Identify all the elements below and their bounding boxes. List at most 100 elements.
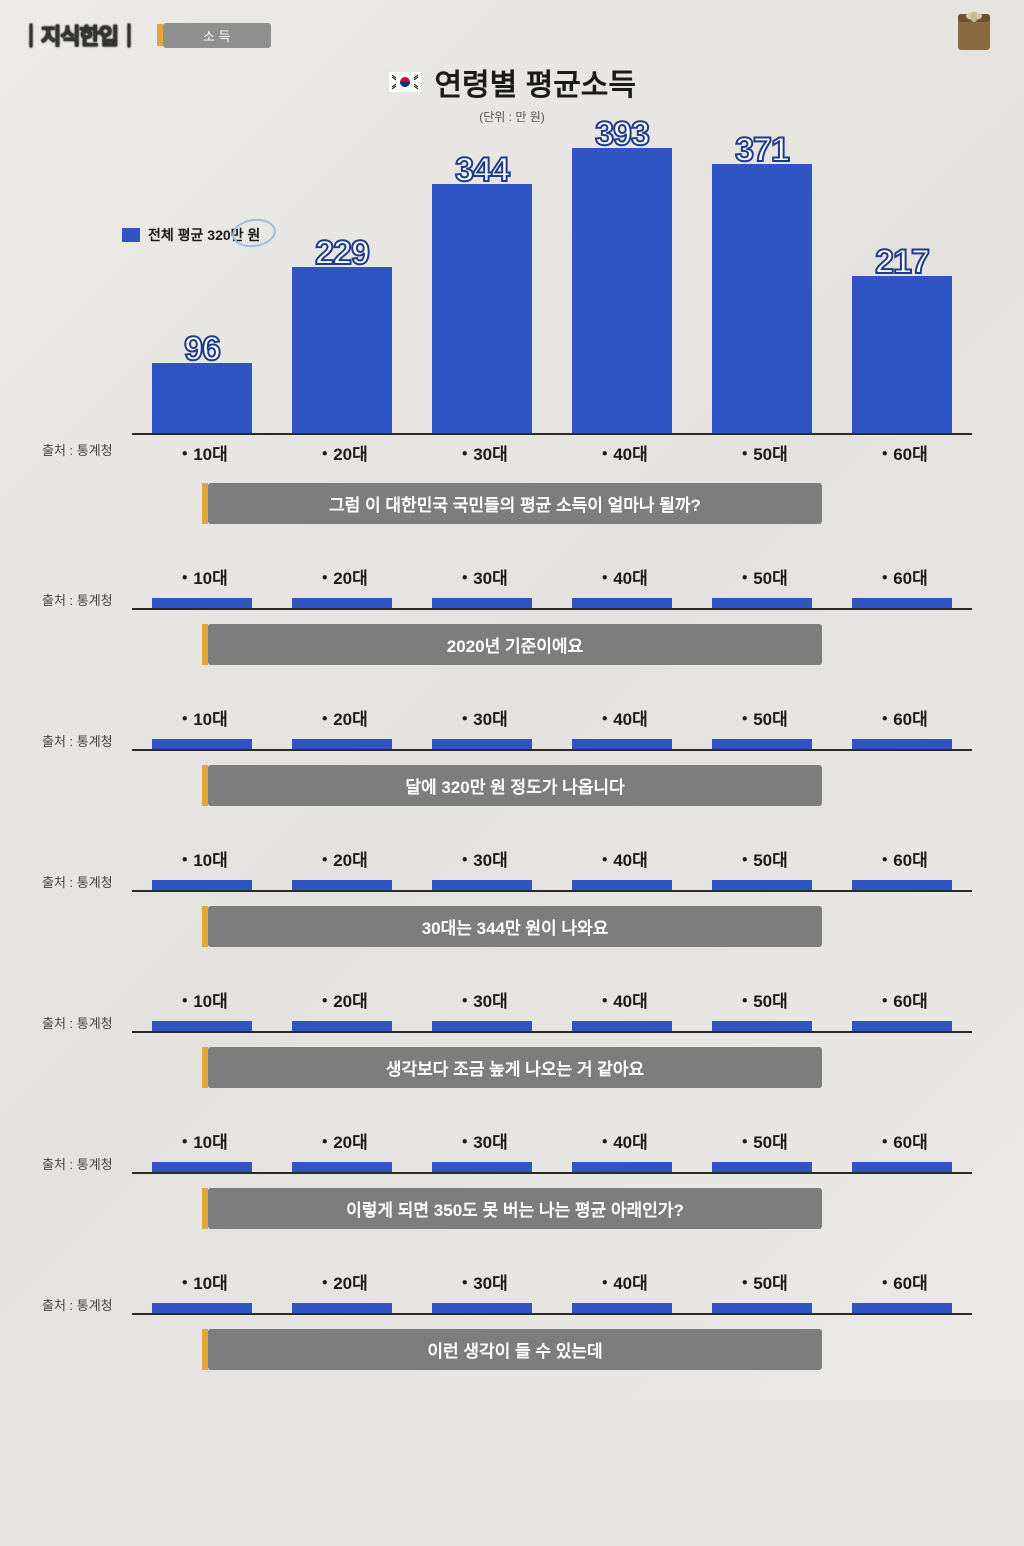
mini-bars [132,842,972,892]
korea-flag-icon [388,71,422,93]
mini-bar [292,1021,392,1031]
mini-bar [432,1021,532,1031]
x-label: ・40대 [572,440,672,465]
bar-group: 344 [432,151,532,433]
mini-bar [432,880,532,890]
mini-bar [152,880,252,890]
mini-bar [712,880,812,890]
mini-bar [292,598,392,608]
mini-bar [852,1021,952,1031]
mini-bar [572,598,672,608]
mini-chart: ・10대・20대・30대・40대・50대・60대 [132,560,972,610]
mini-bar [852,598,952,608]
x-label: ・20대 [292,440,392,465]
bar [292,267,392,433]
mini-bar [572,1162,672,1172]
bar-value-label: 393 [595,115,649,154]
mini-bar [152,739,252,749]
x-label: ・50대 [712,440,812,465]
bar-group: 393 [572,115,672,433]
x-axis: ・10대・20대・30대・40대・50대・60대 [132,440,972,465]
mini-bar [572,880,672,890]
bars-area: 96229344393371217 [132,145,972,435]
mini-bar [292,739,392,749]
page: ｜지식한입｜ 소 득 연령별 평균소득 (단위 : 만 원) [0,0,1024,1400]
bar-value-label: 229 [315,234,369,273]
source-label: 출처 : 통계청 [42,1013,113,1032]
mini-bar [712,598,812,608]
source-label: 출처 : 통계청 [42,731,113,750]
mini-bars [132,1124,972,1174]
bar-group: 229 [292,234,392,433]
caption-bar: 생각보다 조금 높게 나오는 거 같아요 [202,1047,822,1088]
mini-bars [132,701,972,751]
caption-text: 달에 320만 원 정도가 나옵니다 [208,765,822,806]
x-label: ・30대 [432,440,532,465]
category-tag: 소 득 [157,23,271,48]
caption-bar: 이렇게 되면 350도 못 버는 나는 평균 아래인가? [202,1188,822,1229]
tag-label: 소 득 [163,23,271,48]
bar [852,276,952,433]
chart-subtitle: (단위 : 만 원) [0,108,1024,125]
source-label: 출처 : 통계청 [42,1154,113,1173]
header-row: ｜지식한입｜ 소 득 [0,0,1024,56]
mini-bar [852,1162,952,1172]
mini-bars [132,1265,972,1315]
caption-text: 이런 생각이 들 수 있는데 [208,1329,822,1370]
bar-value-label: 371 [735,131,789,170]
mini-bar [572,739,672,749]
source-label: 출처 : 통계청 [42,872,113,891]
mini-bar [152,1162,252,1172]
mini-bars [132,560,972,610]
mini-panel: 출처 : 통계청・10대・20대・30대・40대・50대・60대30대는 344… [52,842,972,947]
bar [432,184,532,433]
caption-text: 생각보다 조금 높게 나오는 거 같아요 [208,1047,822,1088]
mini-bar [432,598,532,608]
mini-bar [852,739,952,749]
mini-bar [292,880,392,890]
mini-bar [712,1162,812,1172]
chart-title: 연령별 평균소득 [434,60,636,104]
mini-panel: 출처 : 통계청・10대・20대・30대・40대・50대・60대이렇게 되면 3… [52,1124,972,1229]
mini-bar [712,1303,812,1313]
caption-bar: 이런 생각이 들 수 있는데 [202,1329,822,1370]
bar [712,164,812,433]
mini-bar [432,1162,532,1172]
mini-panel: 출처 : 통계청・10대・20대・30대・40대・50대・60대생각보다 조금 … [52,983,972,1088]
caption-bar: 그럼 이 대한민국 국민들의 평균 소득이 얼마나 될까? [202,483,822,524]
mini-chart: ・10대・20대・30대・40대・50대・60대 [132,1265,972,1315]
caption-text: 이렇게 되면 350도 못 버는 나는 평균 아래인가? [208,1188,822,1229]
mini-bar [152,1021,252,1031]
mini-bar [572,1021,672,1031]
mini-bar [852,880,952,890]
mini-panel: 출처 : 통계청・10대・20대・30대・40대・50대・60대이런 생각이 들… [52,1265,972,1370]
mini-bar [432,1303,532,1313]
caption-text: 2020년 기준이에요 [208,624,822,665]
mini-chart: ・10대・20대・30대・40대・50대・60대 [132,701,972,751]
caption-text: 그럼 이 대한민국 국민들의 평균 소득이 얼마나 될까? [208,483,822,524]
mini-bar [852,1303,952,1313]
source-label: 출처 : 통계청 [42,1295,113,1314]
mini-bar [152,598,252,608]
mini-bar [712,739,812,749]
caption-text: 30대는 344만 원이 나와요 [208,906,822,947]
bar [152,363,252,433]
mini-bar [572,1303,672,1313]
bar-group: 371 [712,131,812,433]
book-icon [954,10,994,54]
bar-group: 217 [852,243,952,433]
main-bar-chart: 전체 평균 320만 원 96229344393371217 ・10대・20대・… [52,135,972,465]
mini-chart: ・10대・20대・30대・40대・50대・60대 [132,1124,972,1174]
mini-bar [432,739,532,749]
source-label: 출처 : 통계청 [42,590,113,609]
mini-panel: 출처 : 통계청・10대・20대・30대・40대・50대・60대2020년 기준… [52,560,972,665]
caption-bar: 2020년 기준이에요 [202,624,822,665]
mini-bar [292,1162,392,1172]
mini-bar [292,1303,392,1313]
caption-bar: 30대는 344만 원이 나와요 [202,906,822,947]
x-label: ・60대 [852,440,952,465]
mini-bars [132,983,972,1033]
mini-chart: ・10대・20대・30대・40대・50대・60대 [132,983,972,1033]
bar [572,148,672,433]
channel-logo: ｜지식한입｜ [20,19,139,51]
